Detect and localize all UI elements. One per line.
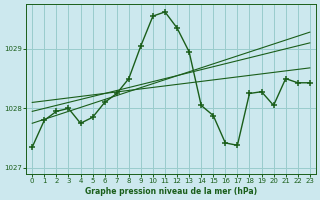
X-axis label: Graphe pression niveau de la mer (hPa): Graphe pression niveau de la mer (hPa) xyxy=(85,187,257,196)
